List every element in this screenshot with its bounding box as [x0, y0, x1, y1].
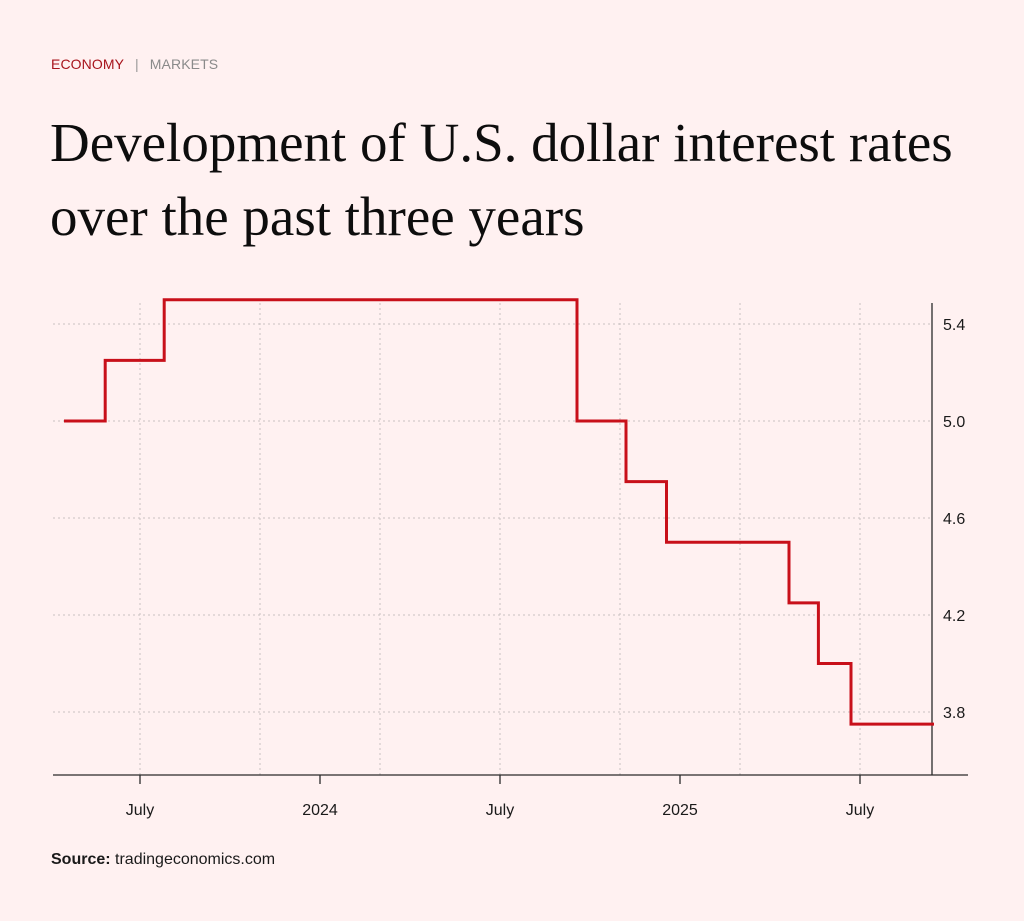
- section-breadcrumb: ECONOMY | MARKETS: [51, 56, 218, 72]
- source-label: Source:: [51, 851, 111, 868]
- x-tick-label: July: [846, 802, 874, 819]
- y-tick-label: 3.8: [943, 705, 965, 722]
- y-tick-label: 5.4: [943, 317, 965, 334]
- rate-step-line: [64, 298, 934, 726]
- y-tick-label: 4.2: [943, 608, 965, 625]
- x-tick-label: July: [126, 802, 154, 819]
- x-tick-label: 2025: [662, 802, 698, 819]
- y-tick-label: 4.6: [943, 511, 965, 528]
- tick-labels: July 2024 July 2025 July 5.4 5.0 4.6 4.2 3.8: [126, 317, 966, 819]
- axes: [53, 303, 968, 784]
- x-tick-label: July: [486, 802, 514, 819]
- source-value: tradingeconomics.com: [115, 851, 276, 868]
- y-tick-label: 5.0: [943, 414, 965, 431]
- category-link[interactable]: ECONOMY: [51, 56, 125, 72]
- grid: [53, 303, 932, 775]
- page-title: Development of U.S. dollar interest rate…: [50, 112, 953, 247]
- x-tick-label: 2024: [302, 802, 338, 819]
- source-note: Source: tradingeconomics.com: [51, 851, 275, 869]
- series: [64, 298, 934, 726]
- subcategory-link[interactable]: MARKETS: [149, 56, 219, 72]
- breadcrumb-separator: |: [135, 56, 139, 72]
